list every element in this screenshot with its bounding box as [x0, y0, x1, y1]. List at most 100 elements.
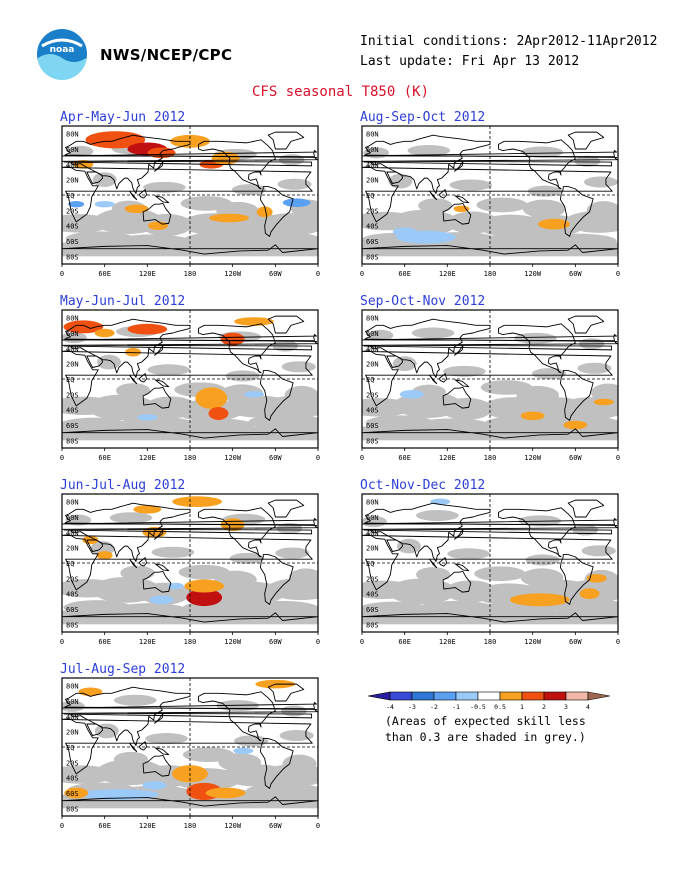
lon-tick-label: 180 — [184, 454, 197, 462]
panel-title: Aug-Sep-Oct 2012 — [360, 110, 486, 125]
lat-tick-label: 40N — [66, 529, 79, 537]
legend-tick-label: 1 — [520, 703, 524, 711]
skill-shading — [583, 176, 618, 188]
lon-tick-label: 120W — [524, 638, 542, 646]
coastline — [62, 612, 318, 623]
lat-tick-label: 80N — [366, 131, 379, 139]
anomaly-patch — [205, 787, 246, 799]
lat-tick-label: 60S — [366, 422, 379, 430]
lon-tick-label: 0 — [316, 638, 320, 646]
noaa-logo-icon: noaa — [37, 29, 87, 80]
skill-shading — [388, 173, 413, 189]
forecast-map: 80N 60N 40N 20N EQ 20S 40S 60S 80S 0 60E 120E 180 120… — [60, 125, 320, 278]
lat-tick-label: 80N — [66, 131, 79, 139]
anomaly-patch — [256, 206, 273, 218]
map-layer — [62, 310, 318, 448]
coastline — [439, 373, 448, 383]
lat-tick-label: EQ — [66, 744, 74, 752]
lat-tick-label: 80N — [366, 315, 379, 323]
anomaly-patch — [392, 227, 417, 237]
legend-swatch — [477, 691, 501, 701]
coastline — [139, 189, 148, 199]
forecast-panel: Jul-Aug-Sep 2012 80N 60N 40N 20N EQ 20S 40S 60S… — [60, 662, 332, 832]
skill-shading — [120, 565, 155, 581]
coastline — [198, 691, 276, 742]
anomaly-patch — [586, 574, 607, 583]
panel-title: Jul-Aug-Sep 2012 — [60, 662, 186, 677]
lat-tick-label: 20N — [366, 361, 379, 369]
anomaly-patch — [186, 588, 223, 607]
skill-shading — [229, 552, 264, 564]
legend-tick-label: -1 — [452, 703, 460, 711]
skill-shading — [218, 753, 262, 772]
legend-note-line1: (Areas of expected skill less — [385, 714, 586, 728]
lat-tick-label: EQ — [66, 376, 74, 384]
lon-tick-label: 0 — [316, 270, 320, 278]
coastline — [153, 160, 164, 172]
map-layer — [362, 126, 618, 264]
lon-tick-label: 180 — [184, 638, 197, 646]
skill-shading — [281, 705, 307, 717]
lat-tick-label: 80S — [366, 253, 379, 261]
lon-tick-label: 0 — [60, 638, 64, 646]
lat-tick-label: 80N — [366, 499, 379, 507]
coastline — [198, 323, 276, 374]
coastline — [454, 195, 470, 204]
coastline — [86, 171, 103, 184]
anomaly-patch — [142, 781, 167, 790]
coastline — [62, 428, 318, 439]
lat-tick-label: 20S — [366, 575, 379, 583]
lon-tick-label: 60W — [569, 638, 582, 646]
coastline — [498, 139, 576, 190]
lon-tick-label: 0 — [60, 270, 64, 278]
lon-tick-label: 180 — [484, 454, 497, 462]
lat-tick-label: 40N — [366, 345, 379, 353]
anomaly-patch — [133, 505, 162, 514]
skill-shading — [447, 548, 490, 560]
coastline — [362, 244, 618, 255]
lat-tick-label: 60N — [366, 146, 379, 154]
anomaly-patch — [209, 213, 250, 223]
anomaly-patch — [579, 588, 600, 600]
skill-shading — [474, 566, 526, 582]
coastline — [154, 195, 170, 204]
lat-tick-label: 40N — [366, 529, 379, 537]
coastline — [139, 373, 148, 383]
lat-tick-label: 60N — [66, 146, 79, 154]
legend-swatch — [543, 691, 567, 701]
coastline — [362, 534, 613, 591]
skill-shading — [416, 567, 451, 582]
coastline — [442, 386, 472, 409]
coastline — [86, 355, 103, 368]
lat-tick-label: EQ — [366, 560, 374, 568]
legend-swatch — [367, 691, 391, 701]
skill-shading — [449, 179, 493, 191]
coastline — [259, 554, 294, 605]
lon-tick-label: 180 — [484, 270, 497, 278]
legend-tick-label: -0.5 — [470, 703, 486, 711]
skill-shading — [109, 512, 153, 524]
lon-tick-label: 60W — [269, 270, 282, 278]
skill-shading — [516, 385, 559, 405]
skill-shading — [411, 327, 455, 339]
skill-shading — [231, 184, 267, 196]
coastline — [559, 370, 594, 421]
coastline — [267, 683, 305, 702]
lat-tick-label: 40N — [66, 713, 79, 721]
legend-swatch — [433, 691, 457, 701]
coastline — [62, 334, 318, 342]
lat-tick-label: EQ — [66, 560, 74, 568]
legend-swatch — [565, 691, 589, 701]
coastline — [154, 563, 170, 572]
lon-tick-label: 120E — [139, 454, 156, 462]
skill-shading — [367, 329, 394, 341]
coastline — [498, 323, 576, 374]
lon-tick-label: 60W — [269, 638, 282, 646]
anomaly-patch — [79, 789, 159, 800]
lat-tick-label: 60S — [66, 606, 79, 614]
skill-shading — [581, 545, 616, 557]
anomaly-patch — [234, 317, 274, 326]
coastline — [453, 160, 464, 172]
forecast-panel: Oct-Nov-Dec 2012 80N 60N 40N 20N EQ 20S 40S 60S… — [360, 478, 632, 648]
coastline — [454, 379, 470, 388]
